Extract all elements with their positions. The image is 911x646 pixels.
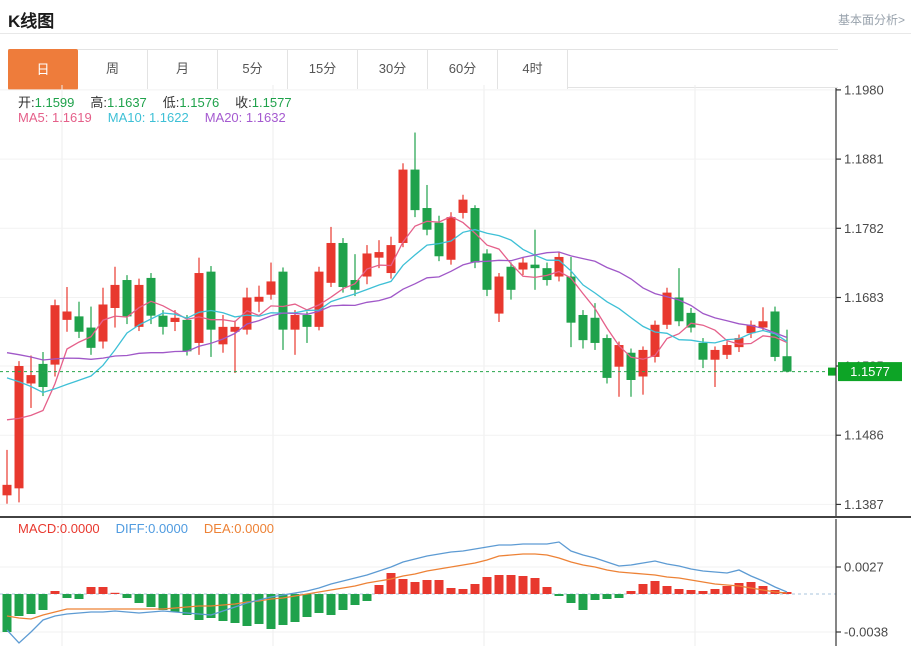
svg-text:1.1881: 1.1881: [844, 152, 884, 167]
ma20-value: 1.1632: [245, 110, 286, 125]
ma20-line: [6, 251, 788, 361]
dea-value: 0.0000: [234, 521, 275, 536]
ohlc-readout: 开:1.1599 高:1.1637 低:1.1576 收:1.1577: [18, 92, 292, 111]
page-title: K线图: [8, 12, 55, 31]
dea-label: DEA:: [203, 521, 235, 536]
tab-15min[interactable]: 15分: [288, 50, 358, 89]
header-divider: [0, 33, 911, 34]
high-value: 1.1637: [107, 95, 147, 110]
candles-group: [2, 132, 792, 504]
candlestick-chart: 1.19801.18811.17821.16831.15851.14861.13…: [0, 85, 911, 517]
grid-lines: [0, 85, 835, 517]
diff-label: DIFF:: [115, 521, 149, 536]
svg-text:1.1387: 1.1387: [844, 497, 884, 512]
low-label: 低:: [162, 95, 180, 110]
macd-label: MACD:: [18, 521, 60, 536]
tab-4hour[interactable]: 4时: [498, 50, 568, 89]
tab-60min[interactable]: 60分: [428, 50, 498, 89]
close-label: 收:: [235, 95, 252, 110]
ma10-value: 1.1622: [148, 110, 189, 125]
svg-text:1.1486: 1.1486: [844, 428, 884, 443]
svg-text:1.1683: 1.1683: [844, 290, 884, 305]
ma5-value: 1.1619: [51, 110, 92, 125]
close-value: 1.1577: [251, 95, 292, 110]
open-label: 开:: [18, 95, 35, 110]
panel-divider: [0, 516, 911, 518]
ma5-label: MA5:: [18, 110, 49, 125]
svg-text:0.0027: 0.0027: [844, 560, 884, 575]
dea-line: [6, 553, 788, 620]
svg-text:-0.0038: -0.0038: [844, 625, 888, 640]
tab-monthly[interactable]: 月: [148, 50, 218, 89]
macd-axis: 0.0027 -0.0038: [836, 560, 888, 640]
macd-svg: 0.0027 -0.0038: [0, 519, 888, 646]
diff-line: [6, 541, 788, 644]
high-label: 高:: [90, 95, 108, 110]
ma5-line: [6, 215, 788, 421]
fundamental-analysis-link[interactable]: 基本面分析>: [837, 13, 905, 27]
tab-weekly[interactable]: 周: [78, 50, 148, 89]
macd-chart: 0.0027 -0.0038: [0, 519, 911, 646]
tab-5min[interactable]: 5分: [218, 50, 288, 89]
open-value: 1.1599: [34, 95, 75, 110]
tab-daily[interactable]: 日: [8, 49, 78, 90]
svg-text:1.1782: 1.1782: [844, 221, 884, 236]
macd-readout: MACD:0.0000 DIFF:0.0000 DEA:0.0000: [18, 521, 274, 536]
ma20-label: MA20:: [204, 110, 243, 125]
diff-value: 0.0000: [148, 521, 188, 536]
candlestick-svg: 1.19801.18811.17821.16831.15851.14861.13…: [0, 85, 902, 517]
low-value: 1.1576: [179, 95, 220, 110]
last-price-edge-marker: [828, 367, 836, 376]
interval-tab-bar: 日 周 月 5分 15分 30分 60分 4时: [8, 49, 838, 90]
ma-readout: MA5: 1.1619 MA10: 1.1622 MA20: 1.1632: [18, 110, 286, 125]
svg-text:1.1577: 1.1577: [850, 364, 890, 379]
ma10-line: [6, 228, 788, 394]
svg-text:1.1980: 1.1980: [844, 85, 884, 97]
macd-value: 0.0000: [59, 521, 100, 536]
last-price-badge: 1.1577: [838, 362, 902, 382]
ma10-label: MA10:: [107, 110, 146, 125]
macd-bars-group: [2, 573, 792, 632]
tab-30min[interactable]: 30分: [358, 50, 428, 89]
price-axis: 1.19801.18811.17821.16831.15851.14861.13…: [836, 85, 884, 512]
